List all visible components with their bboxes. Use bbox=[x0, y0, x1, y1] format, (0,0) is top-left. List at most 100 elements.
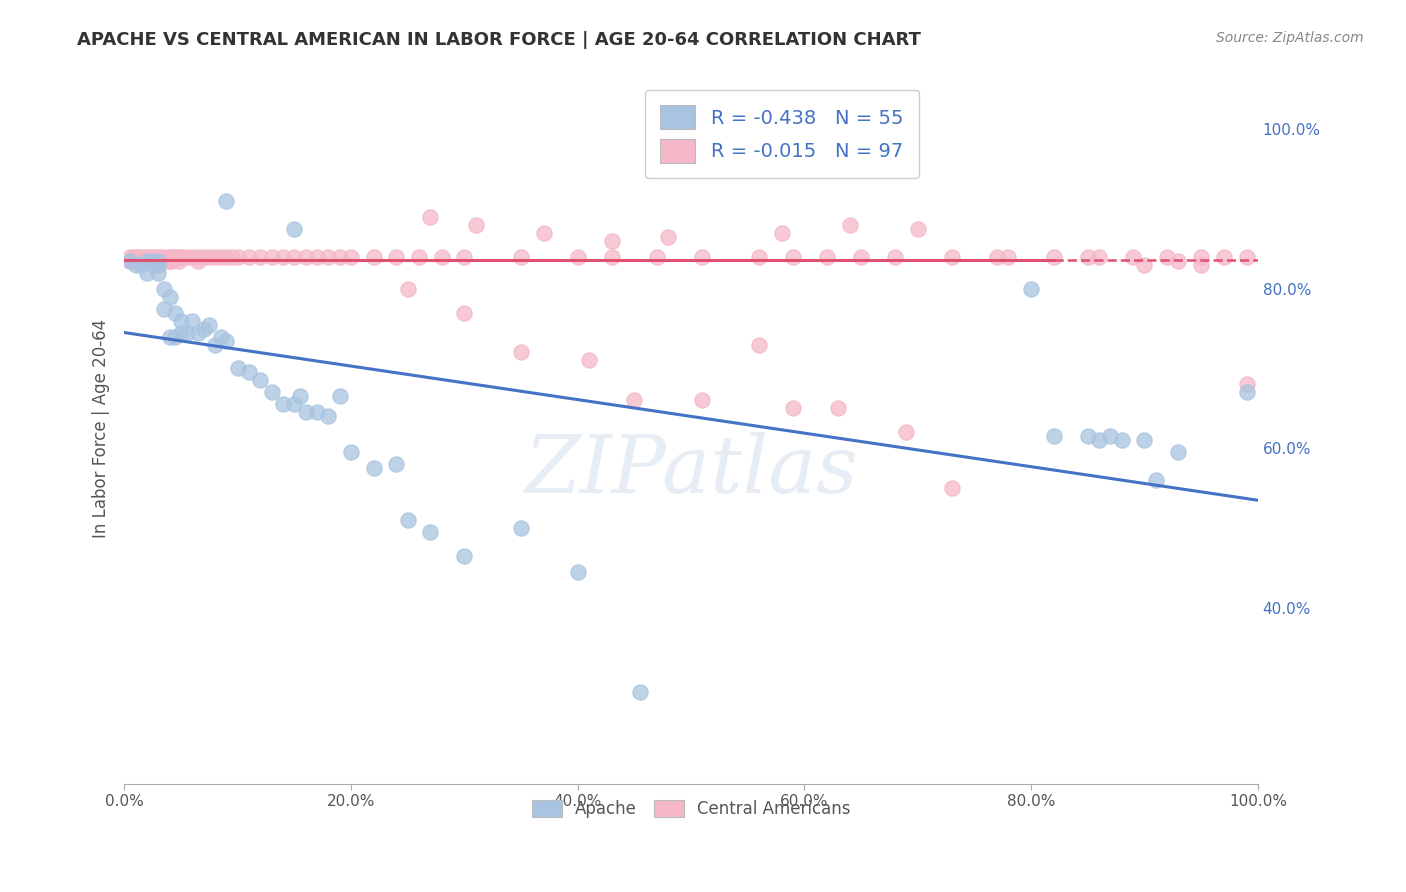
Point bbox=[464, 218, 486, 232]
Point bbox=[1144, 473, 1167, 487]
Point bbox=[153, 301, 176, 316]
Point bbox=[770, 226, 793, 240]
Point bbox=[170, 326, 193, 340]
Point bbox=[134, 253, 156, 268]
Text: ZIPatlas: ZIPatlas bbox=[524, 433, 858, 509]
Point bbox=[288, 389, 311, 403]
Point bbox=[510, 345, 533, 359]
Point bbox=[645, 250, 668, 264]
Point bbox=[1077, 250, 1099, 264]
Point bbox=[600, 234, 623, 248]
Point bbox=[135, 266, 157, 280]
Point bbox=[827, 401, 849, 416]
Point bbox=[159, 289, 181, 303]
Point bbox=[181, 250, 204, 264]
Point bbox=[159, 250, 181, 264]
Point bbox=[142, 250, 165, 264]
Point bbox=[533, 226, 555, 240]
Point bbox=[316, 409, 339, 424]
Point bbox=[340, 250, 363, 264]
Point bbox=[153, 282, 176, 296]
Point bbox=[181, 313, 204, 327]
Point bbox=[176, 326, 198, 340]
Point bbox=[156, 253, 179, 268]
Point bbox=[1042, 429, 1064, 443]
Point bbox=[148, 253, 170, 268]
Point bbox=[1236, 250, 1258, 264]
Point bbox=[567, 565, 589, 579]
Point bbox=[283, 250, 305, 264]
Point bbox=[453, 250, 475, 264]
Point bbox=[896, 425, 918, 440]
Point bbox=[127, 250, 149, 264]
Point bbox=[145, 253, 167, 268]
Point bbox=[396, 282, 419, 296]
Point bbox=[118, 253, 141, 268]
Point bbox=[170, 250, 193, 264]
Point bbox=[294, 405, 316, 419]
Point bbox=[226, 250, 249, 264]
Point bbox=[187, 253, 209, 268]
Point bbox=[167, 253, 190, 268]
Point bbox=[142, 258, 165, 272]
Point bbox=[329, 389, 352, 403]
Point bbox=[1042, 250, 1064, 264]
Point bbox=[142, 250, 165, 264]
Point bbox=[148, 266, 170, 280]
Point bbox=[238, 366, 260, 380]
Point bbox=[134, 250, 156, 264]
Point bbox=[138, 253, 160, 268]
Point bbox=[419, 210, 441, 224]
Point bbox=[305, 405, 328, 419]
Point bbox=[849, 250, 872, 264]
Point bbox=[187, 326, 209, 340]
Point bbox=[1212, 250, 1234, 264]
Point bbox=[160, 253, 183, 268]
Point bbox=[238, 250, 260, 264]
Point bbox=[159, 329, 181, 343]
Point bbox=[149, 250, 172, 264]
Point bbox=[193, 321, 215, 335]
Point bbox=[215, 194, 238, 208]
Point bbox=[305, 250, 328, 264]
Point bbox=[453, 549, 475, 563]
Point bbox=[600, 250, 623, 264]
Point bbox=[283, 397, 305, 411]
Point bbox=[118, 250, 141, 264]
Point bbox=[782, 250, 804, 264]
Point bbox=[148, 258, 170, 272]
Point bbox=[170, 313, 193, 327]
Point bbox=[165, 305, 187, 319]
Point bbox=[124, 250, 146, 264]
Point bbox=[385, 458, 408, 472]
Point bbox=[1019, 282, 1042, 296]
Point bbox=[249, 250, 271, 264]
Point bbox=[193, 250, 215, 264]
Point bbox=[260, 250, 283, 264]
Point bbox=[135, 253, 157, 268]
Point bbox=[249, 374, 271, 388]
Point bbox=[408, 250, 430, 264]
Point bbox=[160, 250, 183, 264]
Point bbox=[453, 305, 475, 319]
Point bbox=[153, 250, 176, 264]
Point bbox=[215, 334, 238, 348]
Point bbox=[316, 250, 339, 264]
Point bbox=[1236, 377, 1258, 392]
Point bbox=[138, 250, 160, 264]
Point bbox=[172, 250, 194, 264]
Point bbox=[567, 250, 589, 264]
Point bbox=[628, 685, 651, 699]
Point bbox=[396, 513, 419, 527]
Text: Source: ZipAtlas.com: Source: ZipAtlas.com bbox=[1216, 31, 1364, 45]
Point bbox=[135, 250, 157, 264]
Point bbox=[329, 250, 352, 264]
Point bbox=[510, 250, 533, 264]
Point bbox=[363, 461, 385, 475]
Point bbox=[167, 250, 190, 264]
Point bbox=[176, 250, 198, 264]
Point bbox=[260, 385, 283, 400]
Point bbox=[1189, 250, 1212, 264]
Point bbox=[204, 337, 226, 351]
Point bbox=[129, 258, 152, 272]
